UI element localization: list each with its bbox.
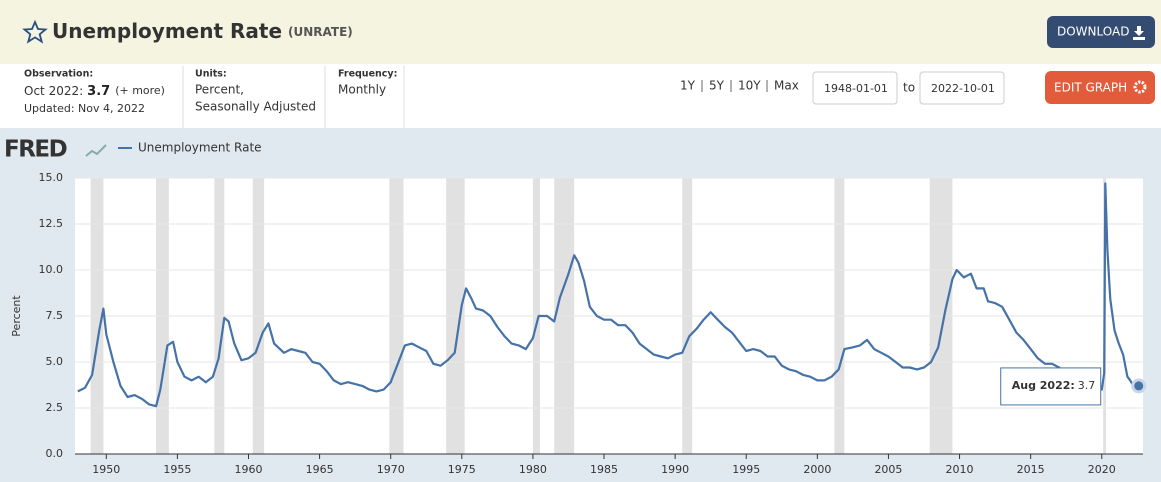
x-tick-label: 1980	[519, 463, 547, 476]
start-date: 1948-01-01	[824, 82, 888, 95]
x-tick-label: 1970	[377, 463, 405, 476]
units: Seasonally Adjusted	[195, 100, 316, 114]
series-line	[77, 182, 1141, 408]
x-tick-label: 1950	[92, 463, 120, 476]
x-tick-label: 1965	[306, 463, 334, 476]
range-button[interactable]: 5Y	[709, 79, 725, 93]
plot: 0.0 2.5 5.0 7.5 10.0 12.5 15.0 1950 1955 1960 1965…	[39, 171, 1147, 476]
x-tick-label: 2020	[1088, 463, 1116, 476]
observation-label: Observation:	[24, 69, 93, 80]
download-bg	[1047, 16, 1155, 48]
x-tick-label: 2000	[803, 463, 831, 476]
title: Unemployment Rate (UNRATE)	[52, 19, 353, 43]
x-tick-label: 2010	[946, 463, 974, 476]
x-tick-label: 1985	[590, 463, 618, 476]
x-tick-label: 1960	[234, 463, 262, 476]
y-tick-label: 2.5	[46, 401, 64, 414]
hover-point	[1131, 378, 1147, 394]
range-button[interactable]: Max	[774, 79, 799, 93]
x-tick-label: 2005	[874, 463, 902, 476]
y-tick-label: 10.0	[39, 263, 64, 276]
x-tick-label: 1975	[448, 463, 476, 476]
frequency: Monthly	[338, 83, 386, 97]
edit-graph-button[interactable]: EDIT GRAPH	[1045, 71, 1155, 104]
range-buttons: 1Y 5Y 10Y Max	[680, 79, 799, 93]
y-tick-label: 12.5	[39, 217, 64, 230]
edit-label: EDIT GRAPH	[1054, 81, 1127, 95]
x-tick-label: 1990	[661, 463, 689, 476]
x-tick-label: 1995	[732, 463, 760, 476]
download-icon	[1133, 26, 1145, 40]
series-code: (UNRATE)	[288, 25, 353, 39]
more-link[interactable]: (+ more)	[115, 84, 165, 97]
tooltip-text: Aug 2022: 3.7	[1012, 379, 1096, 392]
frequency-label: Frequency:	[338, 69, 397, 80]
y-tick-label: 5.0	[46, 355, 64, 368]
download-button[interactable]: DOWNLOAD	[1047, 16, 1155, 48]
end-date-input[interactable]	[919, 71, 1005, 105]
tooltip-value: 3.7	[1078, 379, 1096, 392]
header-band	[0, 0, 1161, 64]
fred-logo: FRED	[4, 137, 67, 163]
legend-label: Unemployment Rate	[138, 141, 262, 155]
svg-text:Oct 2022:3.7(+ more): Oct 2022: 3.7 (+ more)	[24, 84, 165, 99]
download-label: DOWNLOAD	[1057, 25, 1129, 39]
to-label: to	[903, 81, 915, 95]
y-tick-label: 15.0	[39, 171, 64, 184]
range-button[interactable]: 1Y	[680, 79, 696, 93]
observation-period: Oct 2022:	[24, 84, 83, 98]
y-axis-label: Percent	[10, 295, 23, 337]
x-tick-label: 2015	[1017, 463, 1045, 476]
units: Percent,	[195, 83, 244, 97]
favorite-star[interactable]	[22, 19, 48, 44]
units-label: Units:	[195, 69, 227, 80]
y-tick-label: 0.0	[46, 447, 64, 460]
updated: Updated: Nov 4, 2022	[24, 102, 145, 115]
gear-icon	[1133, 80, 1147, 94]
tooltip-date: Aug 2022:	[1012, 379, 1075, 392]
y-tick-label: 7.5	[46, 309, 64, 322]
range-button[interactable]: 10Y	[738, 79, 761, 93]
observation-value: 3.7	[87, 84, 110, 99]
tooltip	[1000, 367, 1102, 406]
start-date-input[interactable]	[812, 71, 898, 105]
end-date: 2022-10-01	[931, 82, 995, 95]
edit-bg	[1045, 71, 1155, 104]
x-tick-label: 1955	[163, 463, 191, 476]
title-text: Unemployment Rate	[52, 19, 282, 43]
logo-icon	[85, 144, 107, 157]
